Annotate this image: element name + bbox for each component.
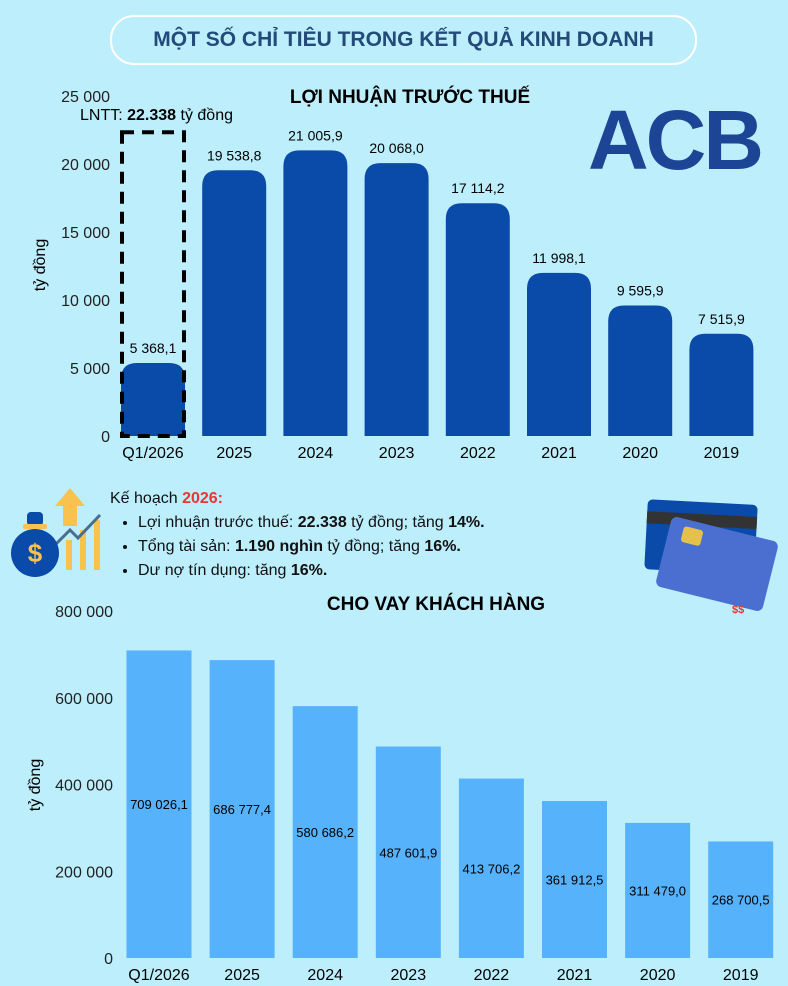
bar (458, 778, 524, 958)
data-label: 19 538,8 (207, 147, 262, 163)
x-tick-label: Q1/2026 (128, 967, 189, 984)
profit-chart: LỢI NHUẬN TRƯỚC THUẾ 0 5 000 10 000 15 000 20… (32, 86, 754, 462)
y-tick-label: 200 000 (55, 864, 113, 881)
y-tick-label: 5 000 (70, 361, 110, 378)
bar (126, 650, 192, 958)
bar (202, 170, 267, 436)
money-growth-icon: $ (11, 488, 102, 577)
x-tick-label: 2022 (474, 967, 510, 984)
y-tick-label: 25 000 (61, 89, 110, 106)
data-label: 11 998,1 (532, 250, 586, 266)
x-tick-label: 2023 (379, 445, 415, 462)
bar (209, 660, 275, 958)
y-axis-label: tỷ đồng (32, 239, 49, 291)
page-title: MỘT SỐ CHỈ TIÊU TRONG KẾT QUẢ KINH DOANH (110, 15, 697, 65)
x-tick-label: 2019 (704, 445, 740, 462)
y-axis-label: tỷ đồng (27, 759, 44, 811)
x-tick-label: Q1/2026 (122, 445, 183, 462)
x-tick-label: 2024 (307, 967, 343, 984)
svg-text:$: $ (28, 538, 43, 568)
data-label: 17 114,2 (451, 180, 505, 196)
x-tick-label: 2021 (541, 445, 577, 462)
data-label: 413 706,2 (462, 861, 520, 876)
bar (527, 272, 591, 436)
bar (283, 150, 348, 436)
x-tick-label: 2019 (723, 967, 759, 984)
x-tick-label: 2020 (640, 967, 676, 984)
y-tick-label: 20 000 (61, 157, 110, 174)
x-tick-label: 2024 (298, 445, 334, 462)
bar (121, 362, 185, 436)
y-tick-label: 0 (101, 429, 110, 446)
bar (375, 746, 441, 958)
x-tick-label: 2025 (224, 967, 260, 984)
plan-item: Dư nợ tín dụng: tăng 16%. (138, 559, 485, 583)
data-label: 21 005,9 (288, 127, 343, 143)
credit-cards-icon: $$ (644, 499, 778, 616)
y-tick-label: 15 000 (61, 225, 110, 242)
y-tick-label: 400 000 (55, 778, 113, 795)
y-tick-label: 0 (104, 951, 113, 968)
plan-2026: Kế hoạch 2026: Lợi nhuận trước thuế: 22.… (110, 487, 485, 583)
bar (542, 801, 607, 958)
x-tick-label: 2022 (460, 445, 496, 462)
data-label: 311 479,0 (629, 883, 686, 898)
data-label: 709 026,1 (130, 797, 188, 812)
data-label: 580 686,2 (296, 825, 354, 840)
bar (625, 822, 691, 958)
x-tick-label: 2021 (557, 967, 593, 984)
data-label: 268 700,5 (712, 893, 770, 908)
bar (708, 841, 774, 958)
x-tick-label: 2020 (622, 445, 658, 462)
chart-title: LỢI NHUẬN TRƯỚC THUẾ (290, 86, 530, 108)
plan-item: Tổng tài sản: 1.190 nghìn tỷ đồng; tăng … (138, 535, 485, 559)
y-tick-label: 800 000 (55, 604, 113, 621)
chart-title: CHO VAY KHÁCH HÀNG (327, 593, 545, 615)
bar (292, 706, 358, 958)
plan-item: Lợi nhuận trước thuế: 22.338 tỷ đồng; tă… (138, 511, 485, 535)
data-label: 20 068,0 (369, 140, 424, 156)
target-dashed-box (120, 130, 186, 439)
acb-logo: ACB (588, 93, 764, 187)
y-tick-label: 10 000 (61, 293, 110, 310)
data-label: 487 601,9 (379, 845, 437, 860)
y-tick-label: 600 000 (55, 691, 113, 708)
x-tick-label: 2025 (216, 445, 252, 462)
svg-text:$$: $$ (732, 604, 744, 616)
x-tick-label: 2023 (391, 967, 427, 984)
plan-heading: Kế hoạch (110, 490, 183, 507)
data-label: 5 368,1 (130, 340, 177, 356)
data-label: 361 912,5 (546, 873, 604, 888)
loans-chart: CHO VAY KHÁCH HÀNG 0 200 000 400 000 600 000… (27, 593, 774, 984)
bar (608, 305, 673, 436)
bar (689, 333, 754, 436)
data-label: 9 595,9 (617, 282, 664, 298)
data-label: 7 515,9 (698, 311, 745, 327)
bar (364, 163, 429, 436)
target-annotation: LNTT: 22.338 tỷ đồng (80, 107, 233, 124)
bar (445, 203, 510, 436)
data-label: 686 777,4 (213, 802, 271, 817)
plan-year: 2026: (182, 490, 223, 507)
